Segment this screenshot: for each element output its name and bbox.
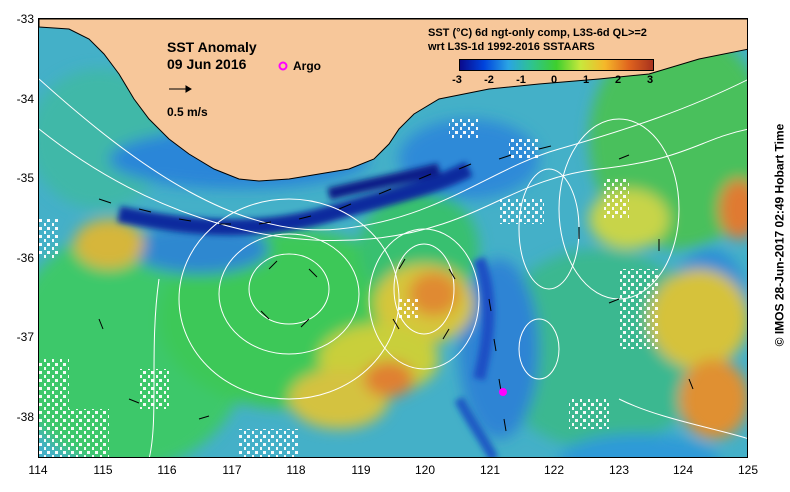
argo-float-markers: [278, 61, 507, 396]
sst-field: [39, 19, 747, 457]
x-tick-label: 117: [222, 463, 242, 477]
colorbar-tick: 1: [582, 74, 590, 86]
x-tick-label: 119: [351, 463, 371, 477]
colorbar-tick: 0: [550, 74, 558, 86]
scale-label: 0.5 m/s: [167, 105, 208, 119]
x-tick-label: 123: [608, 463, 630, 477]
x-tick-label: 122: [543, 463, 565, 477]
y-tick-label: -34: [16, 92, 34, 106]
colorbar-tick: 3: [646, 74, 654, 86]
current-vectors: [98, 145, 694, 432]
map-date: 09 Jun 2016: [167, 56, 247, 72]
x-tick-label: 114: [28, 463, 48, 477]
x-tick-label: 125: [737, 463, 759, 477]
y-tick-label: -36: [16, 251, 34, 265]
colorbar-tick: -2: [484, 74, 494, 86]
legend-title-line1: SST (°C) 6d ngt-only comp, L3S-6d QL>=2: [428, 27, 647, 39]
colorbar-tick: -3: [452, 74, 462, 86]
legend-title-line2: wrt L3S-1d 1992-2016 SSTAARS: [428, 41, 595, 53]
y-tick-label: -38: [16, 410, 34, 424]
x-tick-label: 121: [479, 463, 501, 477]
x-tick-label: 115: [93, 463, 113, 477]
x-tick-label: 124: [672, 463, 694, 477]
no-data-mask: [39, 119, 659, 457]
argo-marker-legend: [278, 61, 288, 71]
x-tick-label: 120: [414, 463, 436, 477]
y-tick-label: -35: [16, 171, 34, 185]
map-title: SST Anomaly: [167, 39, 257, 55]
colorbar-tick: 2: [614, 74, 622, 86]
contour-lines: [39, 78, 747, 457]
sst-anomaly-map: SST Anomaly 09 Jun 2016 0.5 m/s Argo SST…: [38, 18, 748, 458]
y-tick-label: -33: [16, 12, 34, 26]
credit-text: © IMOS 28-Jun-2017 02:49 Hobart Time: [773, 123, 787, 347]
y-tick-label: -37: [16, 330, 34, 344]
argo-marker: [499, 388, 507, 396]
scale-arrow: [169, 85, 192, 93]
argo-label: Argo: [293, 59, 321, 73]
x-tick-label: 118: [286, 463, 306, 477]
colorbar-tick: -1: [516, 74, 526, 86]
x-tick-label: 116: [157, 463, 177, 477]
colorbar: [459, 59, 654, 71]
